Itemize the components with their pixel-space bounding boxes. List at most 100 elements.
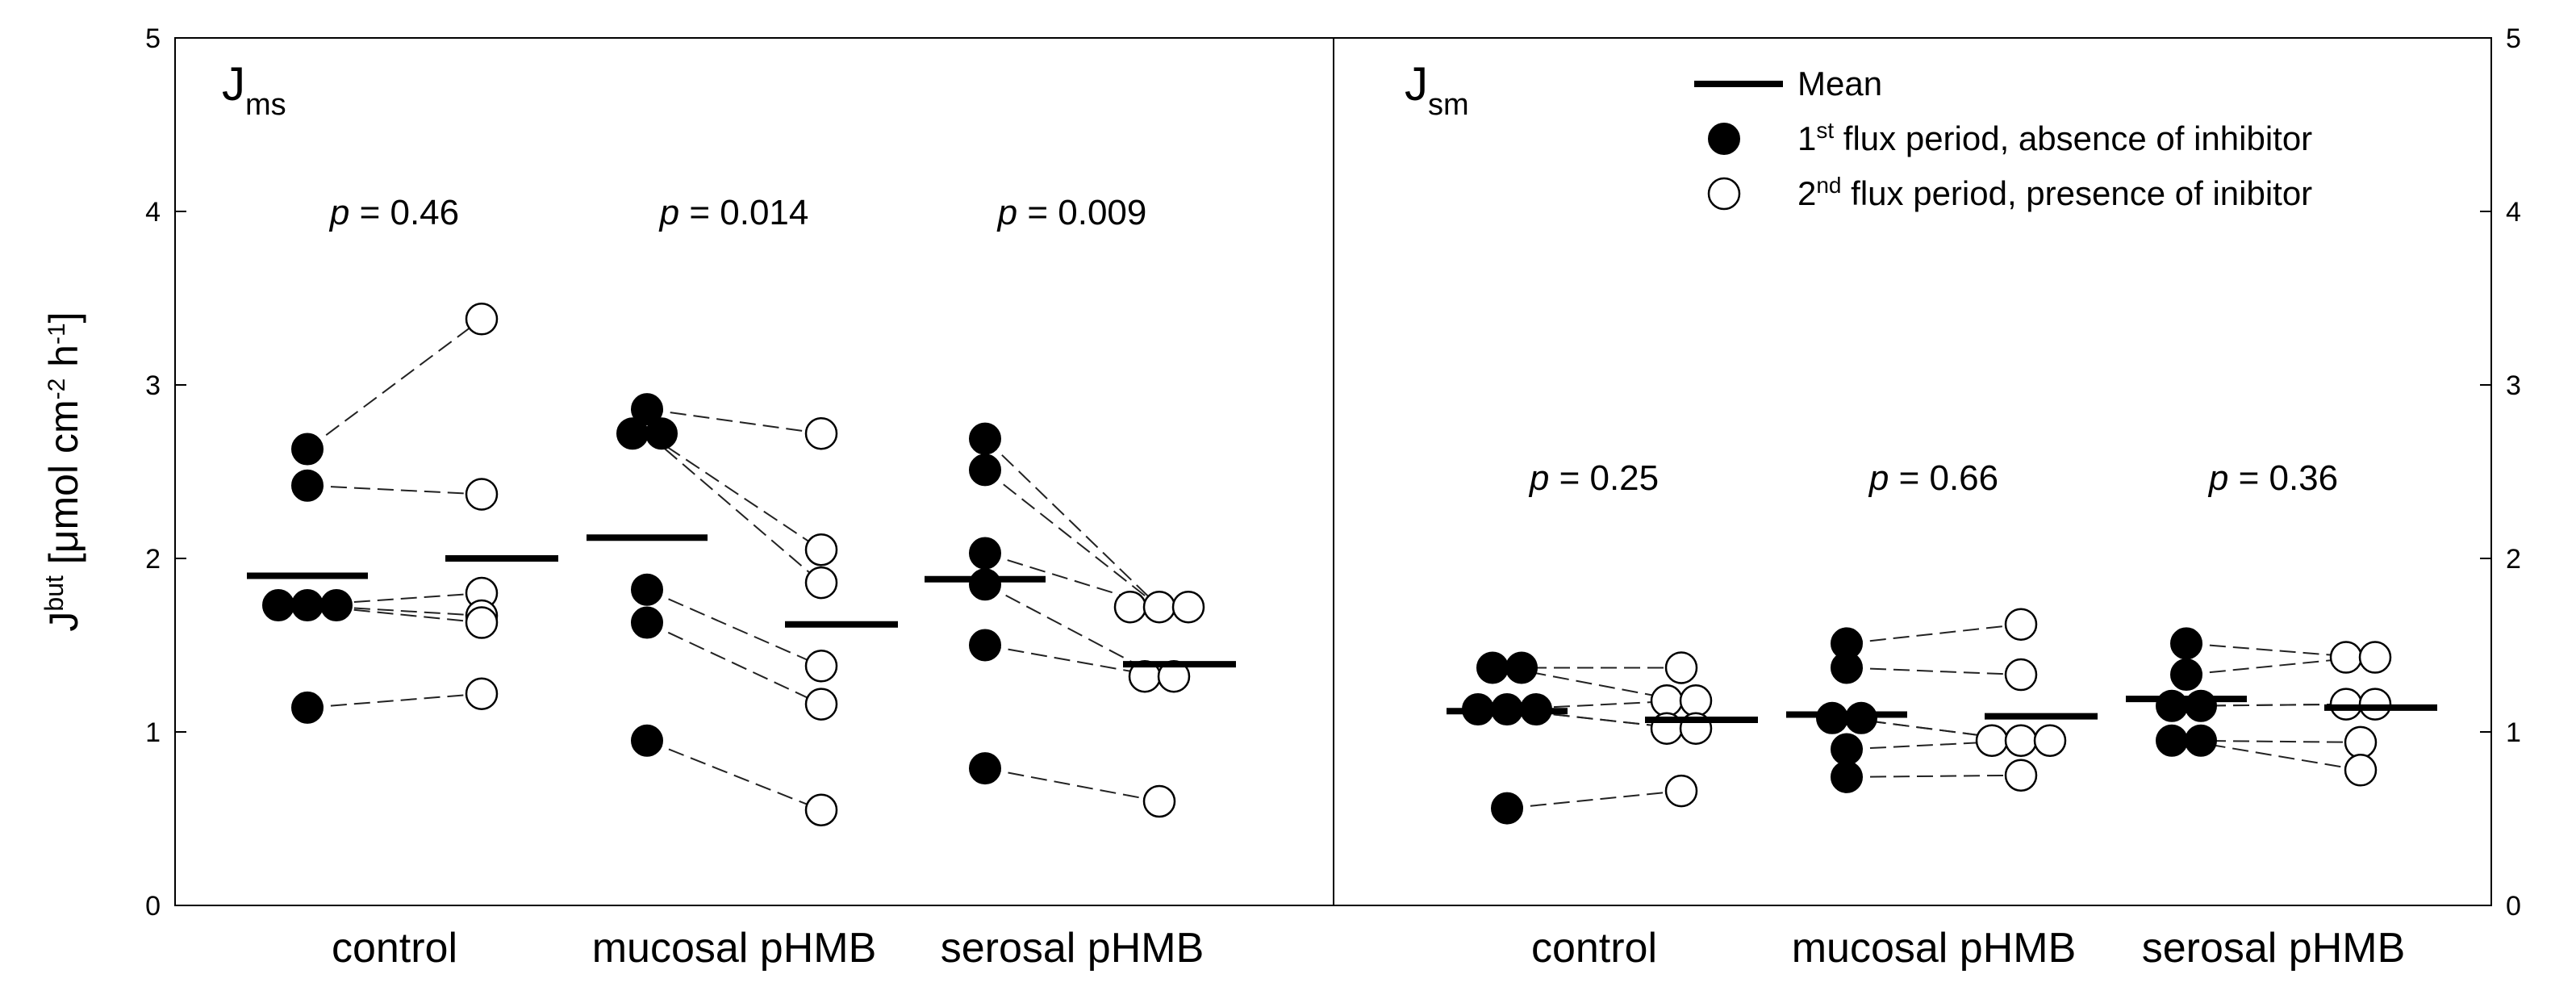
p-value-label: p = 0.46: [328, 193, 459, 232]
legend-period2-label: 2nd flux period, presence of inibitor: [1797, 173, 2312, 213]
point-period1: [1831, 651, 1863, 684]
point-period2: [1975, 724, 2009, 757]
point-period2: [2033, 724, 2067, 757]
point-period2: [2004, 724, 2038, 757]
y-tick-label-right: 3: [2506, 370, 2521, 401]
point-period1: [2156, 689, 2188, 722]
point-period1: [969, 568, 1001, 601]
panel-label: Jsm: [1405, 58, 1469, 122]
point-period2: [1664, 651, 1698, 684]
point-period1: [2170, 627, 2202, 660]
panel-label: Jms: [222, 58, 286, 122]
connector-line: [1506, 790, 1682, 809]
p-value-label: p = 0.36: [2207, 458, 2338, 498]
p-value-symbol: p: [328, 193, 349, 232]
panel-label-sub: sm: [1428, 88, 1469, 122]
point-period2: [465, 606, 499, 639]
point-period1: [1476, 651, 1509, 684]
point-period2: [804, 650, 838, 683]
category-label: control: [332, 925, 457, 972]
category-label: control: [1531, 925, 1657, 972]
p-value-text: = 0.66: [1889, 458, 1998, 498]
point-period1: [631, 393, 663, 426]
point-period2: [2004, 759, 2038, 792]
point-period1: [1491, 792, 1523, 825]
point-period1: [969, 752, 1001, 785]
category-label: mucosal pHMB: [1792, 925, 2077, 972]
point-period1: [2170, 658, 2202, 692]
point-period2: [465, 303, 499, 336]
point-period2: [1113, 590, 1147, 624]
point-period1: [645, 417, 678, 450]
point-period2: [1664, 774, 1698, 808]
legend-period2-sup: nd: [1816, 173, 1841, 198]
y-tick-label-left: 3: [145, 370, 161, 401]
connector-line: [307, 318, 482, 450]
p-value-symbol: p: [1528, 458, 1549, 498]
point-period1: [631, 573, 663, 606]
connector-line: [646, 433, 822, 583]
legend-period2-text: flux period, presence of inibitor: [1842, 174, 2313, 212]
legend-period1-text: flux period, absence of inhibitor: [1834, 119, 2312, 157]
p-value-text: = 0.25: [1549, 458, 1659, 498]
y-tick-label-left: 1: [145, 717, 161, 748]
point-period2: [1171, 590, 1205, 624]
point-period2: [1650, 684, 1684, 717]
legend-mean-label: Mean: [1797, 65, 1882, 102]
point-period1: [969, 454, 1001, 487]
connector-line: [984, 767, 1160, 802]
point-period1: [2185, 689, 2217, 722]
y-tick-label-left: 4: [145, 197, 161, 228]
y-tick-label-left: 5: [145, 23, 161, 54]
y-axis-label-close: ]: [41, 311, 86, 323]
point-period2: [465, 478, 499, 511]
y-axis-label-sup: but: [40, 575, 69, 612]
point-period1: [320, 589, 353, 622]
point-period1: [1505, 651, 1538, 684]
category-label: serosal pHMB: [2142, 925, 2406, 972]
point-period2: [2358, 688, 2392, 721]
p-value-label: p = 0.009: [996, 193, 1147, 232]
connector-line: [307, 692, 482, 709]
y-axis-label-mid: h: [41, 345, 86, 378]
p-value-symbol: p: [2207, 458, 2228, 498]
y-tick-label-right: 0: [2506, 891, 2521, 922]
point-period1: [969, 537, 1001, 570]
connector-line: [646, 739, 822, 811]
point-period1: [262, 589, 294, 622]
point-period2: [465, 677, 499, 710]
p-value-label: p = 0.66: [1868, 458, 1998, 498]
point-period1: [1831, 733, 1863, 766]
legend-period1-ord: 1: [1797, 119, 1816, 157]
panel-label-main: J: [222, 58, 245, 111]
y-axis-label: Jbut [μmol cm-2 h-1]: [40, 311, 86, 631]
category-label: mucosal pHMB: [592, 925, 877, 972]
p-value-label: p = 0.25: [1528, 458, 1659, 498]
point-period2: [2004, 658, 2038, 692]
point-period1: [1831, 760, 1863, 793]
connector-line: [646, 433, 822, 551]
point-period1: [291, 433, 324, 466]
point-period1: [1845, 701, 1877, 734]
point-period1: [291, 589, 324, 622]
point-period1: [2156, 724, 2188, 757]
point-period2: [804, 416, 838, 450]
category-label: serosal pHMB: [941, 925, 1204, 972]
point-period1: [631, 724, 663, 757]
y-tick-label-right: 5: [2506, 23, 2521, 54]
legend-period1-label: 1st flux period, absence of inhibitor: [1797, 118, 2312, 158]
legend-period2-symbol: [1707, 177, 1741, 211]
y-axis-label-base: J: [41, 612, 86, 632]
legend-period2-ord: 2: [1797, 174, 1816, 212]
connector-line: [1846, 667, 2022, 676]
y-tick-label-right: 2: [2506, 544, 2521, 575]
y-tick-label-right: 4: [2506, 197, 2521, 228]
point-period1: [291, 469, 324, 502]
p-value-label: p = 0.014: [658, 193, 809, 232]
point-period2: [1679, 684, 1713, 717]
y-tick-label-right: 1: [2506, 717, 2521, 748]
point-period2: [1142, 784, 1176, 818]
p-value-text: = 0.36: [2228, 458, 2338, 498]
y-tick-label-left: 2: [145, 544, 161, 575]
